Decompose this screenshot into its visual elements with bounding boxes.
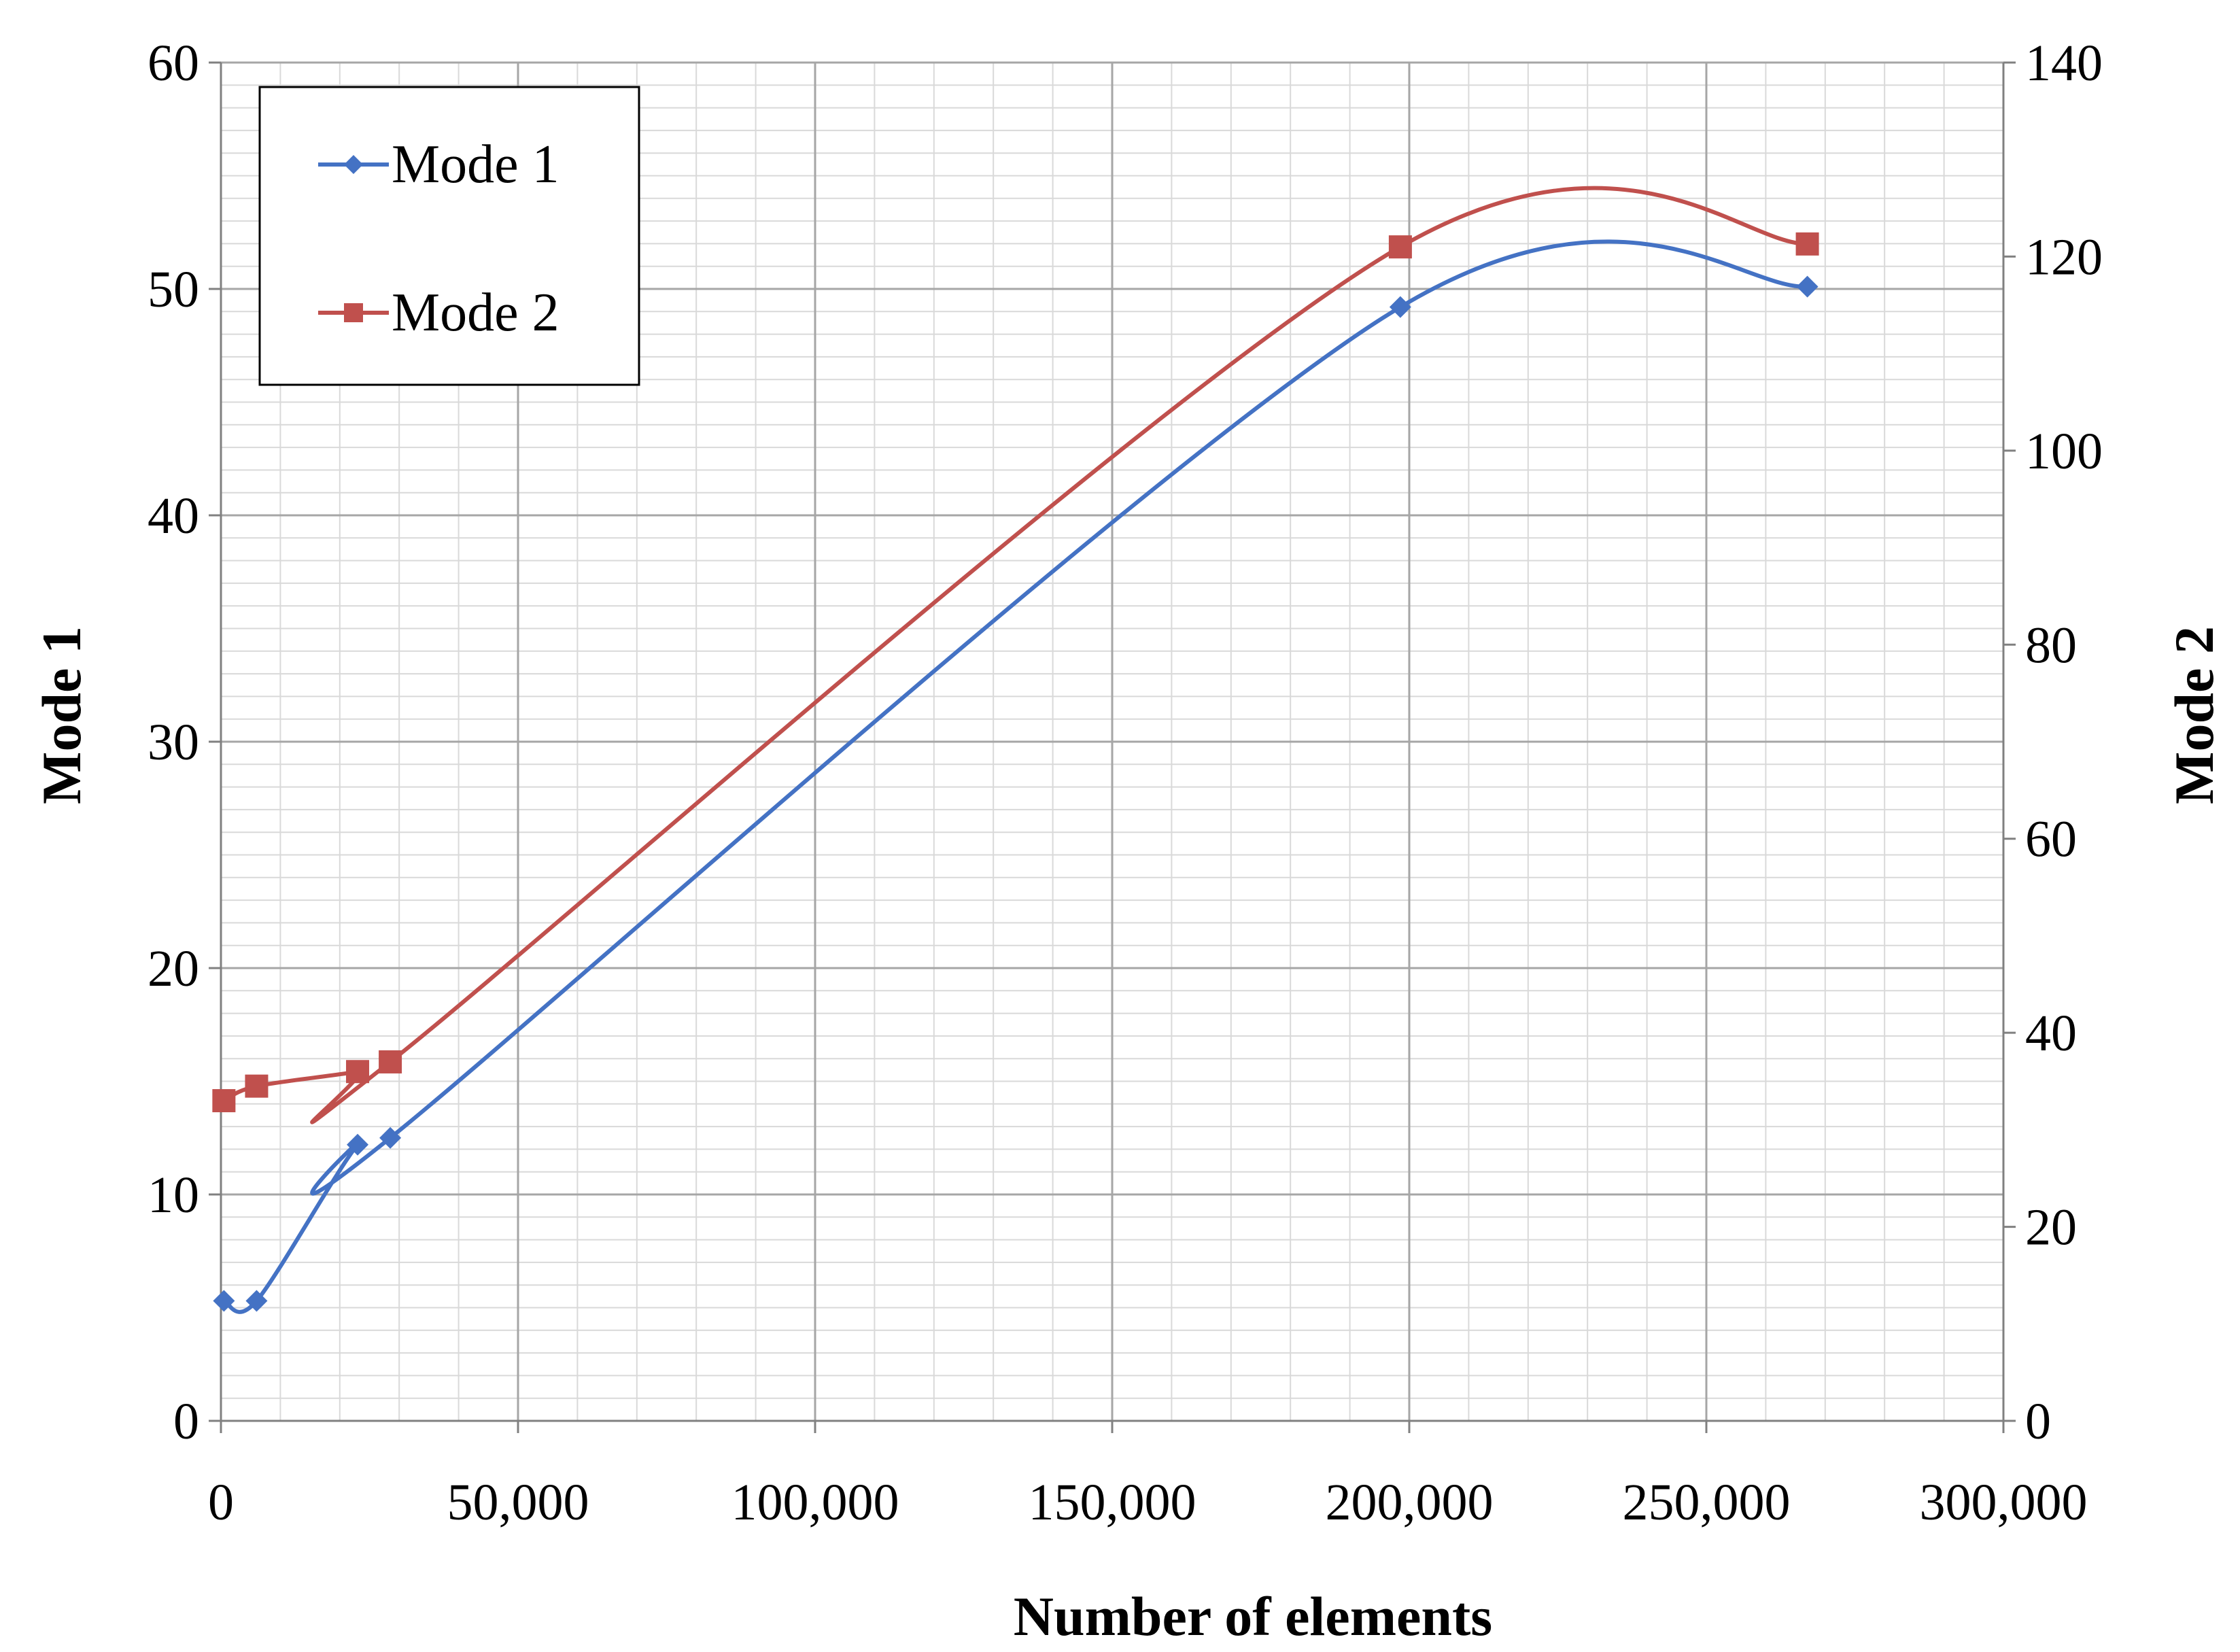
x-tick-label: 50,000: [447, 1474, 589, 1531]
legend-label-mode-1: Mode 1: [392, 135, 559, 194]
data-point-mode-1: [1796, 275, 1819, 298]
data-point-mode-2: [379, 1050, 402, 1073]
y2-tick-label: 20: [2025, 1199, 2077, 1256]
legend-marker-mode-1: [344, 155, 363, 174]
data-point-mode-2: [1795, 232, 1819, 256]
x-tick-label: 150,000: [1029, 1474, 1196, 1531]
legend-marker-mode-2: [344, 303, 363, 322]
y2-tick-label: 0: [2025, 1393, 2051, 1450]
data-point-mode-1: [245, 1290, 268, 1312]
y-tick-label: 40: [148, 487, 199, 545]
y2-tick-label: 80: [2025, 617, 2077, 674]
y-tick-label: 30: [148, 714, 199, 771]
y-tick-label: 0: [173, 1393, 199, 1450]
y2-tick-label: 60: [2025, 811, 2077, 868]
data-point-mode-1: [347, 1133, 369, 1156]
legend-box: [258, 86, 640, 386]
y-tick-label: 50: [148, 261, 199, 318]
y-tick-label: 60: [148, 35, 199, 92]
x-axis-title: Number of elements: [1014, 1585, 1492, 1647]
tick-labels: 0 10 20 30 40 50 60 0 20 40 60 80 100 120 140 0 50,000 10…: [148, 35, 2103, 1531]
y2-tick-label: 40: [2025, 1005, 2077, 1062]
legend-item-mode-1: Mode 1: [318, 135, 559, 194]
legend-label-mode-2: Mode 2: [392, 283, 559, 343]
x-tick-label: 300,000: [1920, 1474, 2088, 1531]
x-tick-label: 100,000: [731, 1474, 899, 1531]
series-line-mode-1: [223, 239, 1808, 1314]
y2-tick-label: 120: [2025, 228, 2103, 286]
y-tick-label: 10: [148, 1167, 199, 1224]
y-axis-title: Mode 1: [31, 626, 92, 804]
data-point-mode-2: [346, 1060, 370, 1084]
legend: Mode 1 Mode 2: [258, 86, 640, 386]
y-tick-label: 20: [148, 940, 199, 997]
y2-tick-label: 100: [2025, 423, 2103, 480]
data-point-mode-1: [213, 1290, 235, 1312]
series-layer: [212, 186, 1819, 1314]
data-point-mode-1: [379, 1126, 402, 1149]
y2-axis-title: Mode 2: [2163, 626, 2225, 804]
axes: [209, 61, 2016, 1433]
data-point-mode-2: [245, 1074, 269, 1098]
x-tick-label: 250,000: [1623, 1474, 1791, 1531]
x-tick-label: 0: [208, 1474, 234, 1531]
data-point-mode-2: [212, 1089, 236, 1113]
data-point-mode-1: [1389, 296, 1411, 318]
legend-item-mode-2: Mode 2: [318, 283, 559, 343]
series-line-mode-2: [222, 186, 1808, 1124]
x-tick-label: 200,000: [1326, 1474, 1494, 1531]
y2-tick-label: 140: [2025, 35, 2103, 92]
data-point-mode-2: [1388, 235, 1412, 259]
